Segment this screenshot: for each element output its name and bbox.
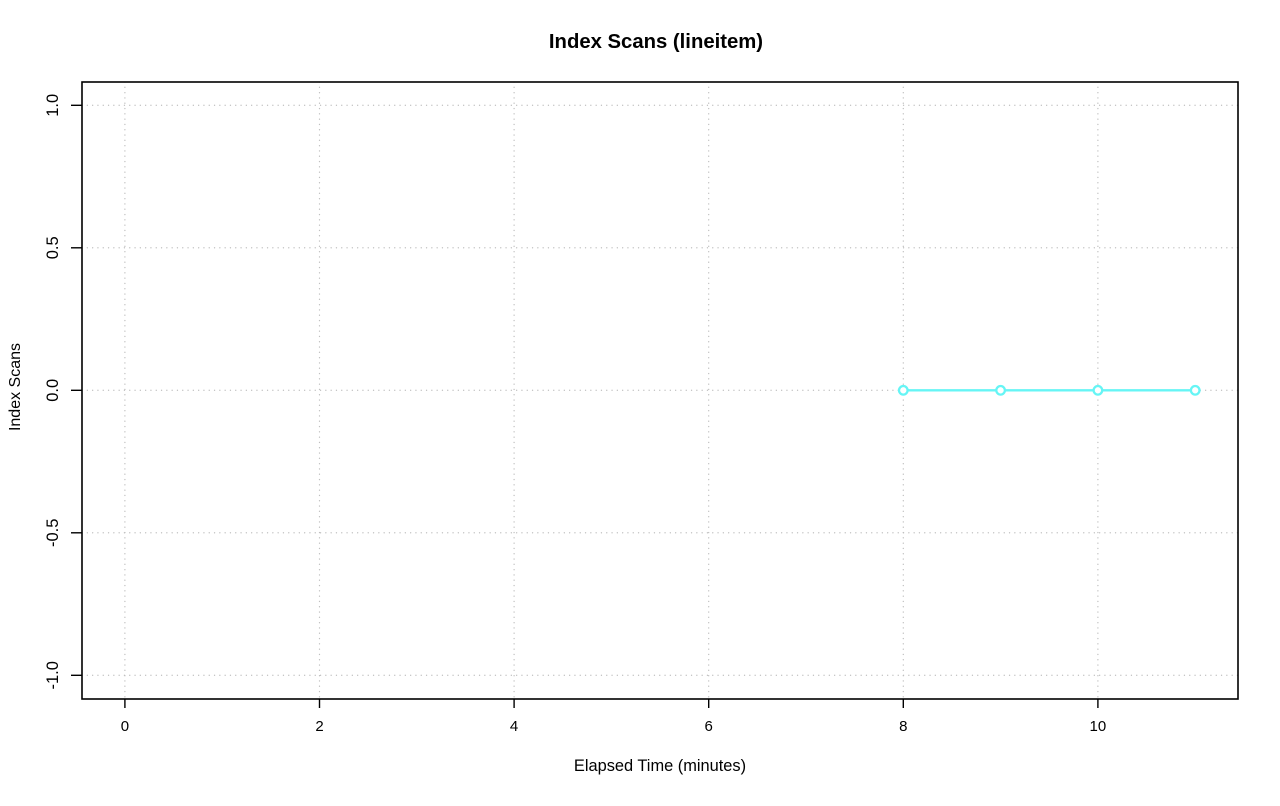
svg-text:6: 6 — [705, 718, 713, 735]
svg-text:10: 10 — [1090, 718, 1107, 735]
svg-text:-0.5: -0.5 — [44, 519, 62, 547]
svg-text:Index Scans: Index Scans — [7, 343, 24, 431]
svg-text:Elapsed Time (minutes): Elapsed Time (minutes) — [574, 757, 746, 775]
svg-text:0: 0 — [121, 718, 129, 735]
svg-text:2: 2 — [315, 718, 323, 735]
svg-text:0.5: 0.5 — [44, 236, 62, 259]
svg-text:8: 8 — [899, 718, 907, 735]
svg-text:4: 4 — [510, 718, 518, 735]
svg-text:1.0: 1.0 — [44, 94, 62, 117]
svg-text:0.0: 0.0 — [44, 379, 62, 402]
svg-text:Index Scans (lineitem): Index Scans (lineitem) — [549, 31, 763, 53]
svg-text:-1.0: -1.0 — [44, 661, 62, 689]
